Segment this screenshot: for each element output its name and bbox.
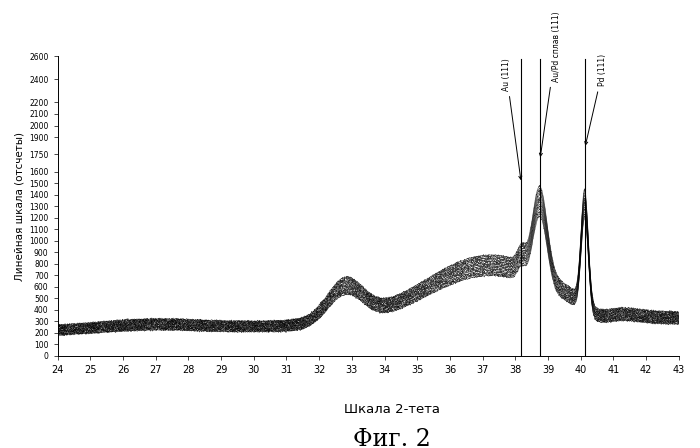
Y-axis label: Линейная шкала (отсчеты): Линейная шкала (отсчеты) (15, 132, 25, 280)
Text: Фиг. 2: Фиг. 2 (353, 428, 431, 448)
Text: Pd (111): Pd (111) (584, 54, 607, 145)
Text: Au (111): Au (111) (502, 58, 522, 179)
Text: Шкала 2-тета: Шкала 2-тета (344, 403, 440, 417)
Text: Au/Pd сплав (111): Au/Pd сплав (111) (540, 11, 561, 156)
